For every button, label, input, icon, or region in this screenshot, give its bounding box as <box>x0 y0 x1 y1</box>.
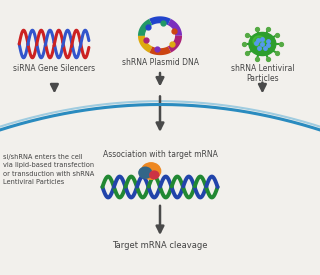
Text: siRNA Gene Silencers: siRNA Gene Silencers <box>13 64 95 73</box>
Circle shape <box>141 163 161 179</box>
Polygon shape <box>149 26 171 45</box>
Circle shape <box>249 32 276 56</box>
Text: shRNA Plasmid DNA: shRNA Plasmid DNA <box>122 58 198 67</box>
Circle shape <box>253 36 265 46</box>
Text: Target mRNA cleavage: Target mRNA cleavage <box>112 241 208 250</box>
Text: si/shRNA enters the cell
via lipid-based transfection
or transduction with shRNA: si/shRNA enters the cell via lipid-based… <box>3 154 94 186</box>
Text: shRNA Lentiviral
Particles: shRNA Lentiviral Particles <box>231 64 294 83</box>
Circle shape <box>139 167 152 178</box>
Circle shape <box>150 171 159 179</box>
Text: Association with target mRNA: Association with target mRNA <box>103 150 217 159</box>
